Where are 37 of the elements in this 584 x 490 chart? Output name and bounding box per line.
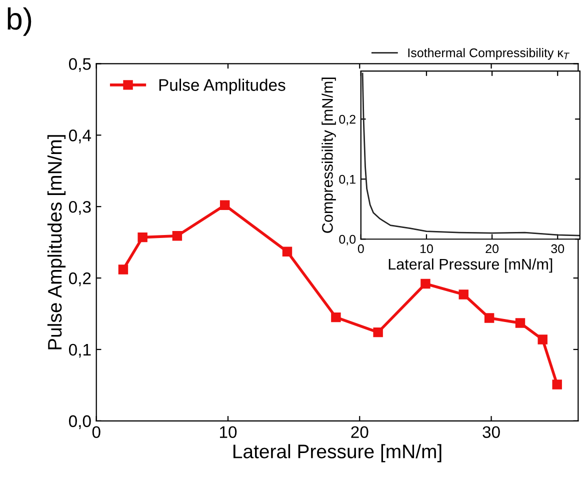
- point: [538, 334, 548, 344]
- point: [118, 264, 128, 274]
- chart-title: b): [8, 7, 32, 36]
- point: [458, 290, 468, 300]
- point: [138, 232, 148, 242]
- point: [420, 278, 430, 289]
- point: [282, 246, 292, 256]
- point: [484, 313, 494, 323]
- x-tick-label: 30: [551, 244, 564, 254]
- point: [515, 318, 526, 328]
- x-tick-label: 20: [486, 244, 499, 254]
- point: [220, 200, 230, 210]
- x-axis-title: Lateral Pressure [mN/m]: [234, 444, 442, 462]
- x-tick-label: 0: [92, 426, 100, 438]
- point: [172, 231, 182, 241]
- y-tick-label: 0,3: [68, 200, 91, 215]
- point: [373, 327, 383, 338]
- legend-label: Pulse Amplitudes: [159, 78, 286, 94]
- x-tick-label: 20: [351, 426, 368, 438]
- y-tick-label: 0,5: [68, 58, 91, 72]
- legend-label: Isothermal Compressibility κ$_{T}$: [408, 48, 570, 60]
- x-tick-label: 10: [220, 426, 237, 438]
- y-tick-label: 0,2: [339, 114, 356, 126]
- x-tick-label: 0: [358, 244, 364, 254]
- y-axis-title: Pulse Amplitudes [mN/m]: [47, 135, 66, 350]
- point: [331, 312, 341, 322]
- point: [552, 380, 562, 390]
- x-tick-label: 10: [420, 244, 433, 254]
- y-tick-label: 0,2: [68, 272, 91, 286]
- y-tick-label: 0,0: [68, 415, 91, 430]
- y-tick-label: 0,1: [339, 174, 356, 186]
- y-axis-title: Compressibility [mN/m]: [322, 78, 336, 233]
- y-tick-label: 0,1: [68, 344, 91, 358]
- y-tick-label: 0,0: [339, 234, 356, 246]
- x-axis-title: Lateral Pressure [mN/m]: [388, 258, 552, 273]
- x-tick-label: 30: [482, 426, 500, 438]
- y-tick-label: 0,4: [68, 130, 92, 144]
